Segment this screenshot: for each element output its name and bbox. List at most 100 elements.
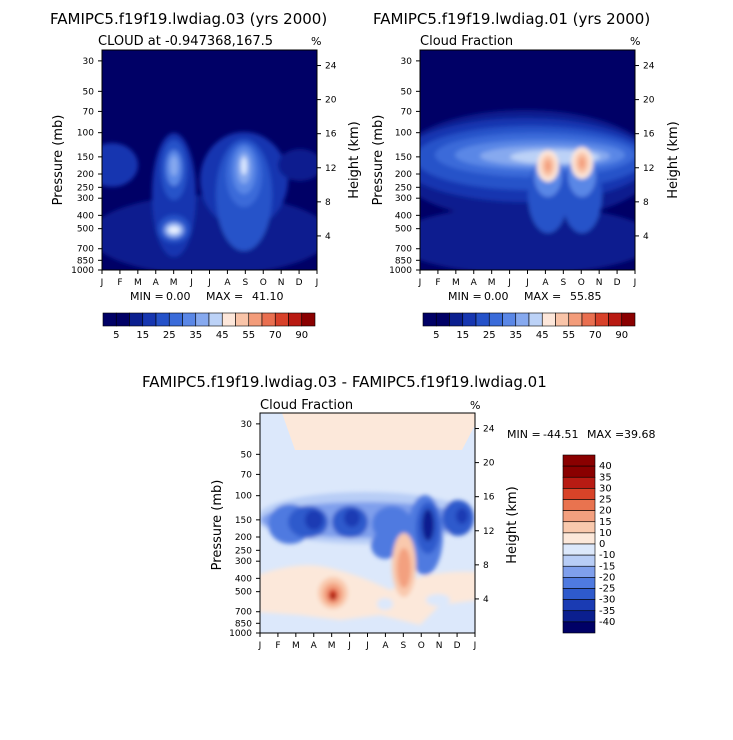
pressure-tick-label: 70 (83, 107, 95, 117)
colorbar-box (168, 312, 183, 327)
pressure-tick-label: 50 (401, 87, 413, 97)
month-tick-label: N (596, 278, 603, 288)
pressure-tick-label: 250 (395, 183, 412, 193)
height-tick-label: 20 (325, 96, 337, 106)
month-tick-label: M (328, 641, 336, 651)
colorbar-tick-label: -40 (599, 617, 615, 628)
height-tick-label: 20 (643, 96, 655, 106)
pressure-tick-label: 500 (77, 225, 94, 235)
colorbar-tick-label: 45 (216, 330, 229, 341)
panel-2-min-value: -44.51 (543, 428, 578, 441)
month-tick-label: S (400, 641, 406, 651)
month-tick-label: J (189, 278, 193, 288)
colorbar-box (562, 588, 596, 600)
height-tick-label: 12 (643, 164, 654, 174)
panel-1-max-value: 55.85 (570, 290, 602, 303)
panel-1-ylabel-right: Height (km) (666, 121, 681, 198)
panel-0-title: FAMIPC5.f19f19.lwdiag.03 (yrs 2000) (50, 10, 327, 28)
pressure-tick-label: 850 (395, 256, 412, 266)
panel-2-blob (377, 598, 393, 610)
pressure-tick-label: 150 (77, 153, 94, 163)
pressure-tick-label: 850 (235, 619, 252, 629)
panel-2-ylabel-left: Pressure (mb) (210, 480, 225, 571)
colorbar-box (221, 312, 236, 327)
colorbar-tick-label: -35 (599, 606, 615, 617)
colorbar-box (475, 312, 490, 327)
month-tick-label: J (507, 278, 511, 288)
height-tick-label: 16 (325, 130, 337, 140)
panel-2-units: % (470, 399, 480, 412)
panel-2-upper-positive (282, 413, 475, 450)
panel-2-blob (397, 548, 411, 588)
colorbar-tick-label: 10 (599, 528, 612, 539)
panel-1-field (420, 50, 635, 270)
month-tick-label: J (100, 278, 104, 288)
panel-1-title: FAMIPC5.f19f19.lwdiag.01 (yrs 2000) (373, 10, 650, 28)
pressure-tick-label: 200 (235, 533, 252, 543)
colorbar-box (608, 312, 623, 327)
panel-2-lower-positive (260, 565, 475, 625)
month-tick-label: F (117, 278, 122, 288)
pressure-tick-label: 1000 (389, 266, 412, 276)
colorbar-box (562, 599, 596, 612)
colorbar-tick-label: -10 (599, 550, 615, 561)
panel-0-blob (102, 143, 138, 187)
pressure-tick-label: 300 (395, 194, 412, 204)
height-tick-label: 8 (325, 198, 331, 208)
colorbar-tick-label: 20 (599, 506, 612, 517)
panel-2-blob (305, 510, 323, 530)
panel-1-subtitle: Cloud Fraction (420, 34, 513, 49)
colorbar-tick-label: 15 (456, 330, 469, 341)
pressure-tick-label: 30 (83, 57, 95, 67)
colorbar-tick-label: 15 (599, 517, 612, 528)
panel-2-blob (344, 509, 360, 527)
colorbar-box (102, 312, 117, 327)
month-tick-label: N (436, 641, 443, 651)
panel-2-title: FAMIPC5.f19f19.lwdiag.03 - FAMIPC5.f19f1… (142, 373, 547, 391)
panel-2: FAMIPC5.f19f19.lwdiag.03 - FAMIPC5.f19f1… (142, 373, 656, 651)
colorbar-box (562, 476, 596, 489)
panel-0-blob (278, 149, 317, 181)
colorbar-tick-label: 15 (136, 330, 149, 341)
colorbar-box (555, 312, 570, 327)
colorbar-tick-label: 35 (509, 330, 522, 341)
height-tick-label: 16 (483, 493, 495, 503)
panel-2-blob (422, 509, 434, 541)
colorbar-tick-label: 40 (599, 461, 612, 472)
colorbar-box (462, 312, 477, 327)
pressure-tick-label: 200 (77, 170, 94, 180)
panel-1-units: % (630, 35, 640, 48)
panel-1-max-label: MAX = (524, 290, 561, 303)
pressure-tick-label: 400 (77, 211, 94, 221)
pressure-tick-label: 700 (235, 608, 252, 618)
month-tick-label: A (311, 641, 318, 651)
colorbar-tick-label: 45 (536, 330, 549, 341)
colorbar-tick-label: 25 (599, 495, 612, 506)
pressure-tick-label: 300 (77, 194, 94, 204)
height-tick-label: 8 (643, 198, 649, 208)
colorbar-tick-label: -25 (599, 584, 615, 595)
month-tick-label: O (578, 278, 585, 288)
panel-0-ylabel-right: Height (km) (347, 121, 362, 198)
month-tick-label: J (258, 641, 262, 651)
pressure-tick-label: 500 (235, 588, 252, 598)
pressure-tick-label: 700 (77, 245, 94, 255)
colorbar-box (515, 312, 530, 327)
panel-2-contours (260, 492, 475, 625)
month-tick-label: J (347, 641, 351, 651)
pressure-tick-label: 30 (241, 420, 253, 430)
height-tick-label: 16 (643, 130, 655, 140)
colorbar-box (594, 312, 609, 327)
pressure-tick-label: 850 (77, 256, 94, 266)
panel-0-ylabel-left: Pressure (mb) (51, 115, 66, 206)
month-tick-label: A (542, 278, 549, 288)
height-tick-label: 20 (483, 459, 495, 469)
month-tick-label: A (471, 278, 478, 288)
colorbar-tick-label: 55 (562, 330, 575, 341)
panel-0-colorbar: 5 15 25 35 45 55 70 90 (102, 312, 316, 341)
colorbar-tick-label: -30 (599, 595, 615, 606)
panel-0-blob (170, 156, 178, 176)
colorbar-tick-label: 70 (269, 330, 282, 341)
